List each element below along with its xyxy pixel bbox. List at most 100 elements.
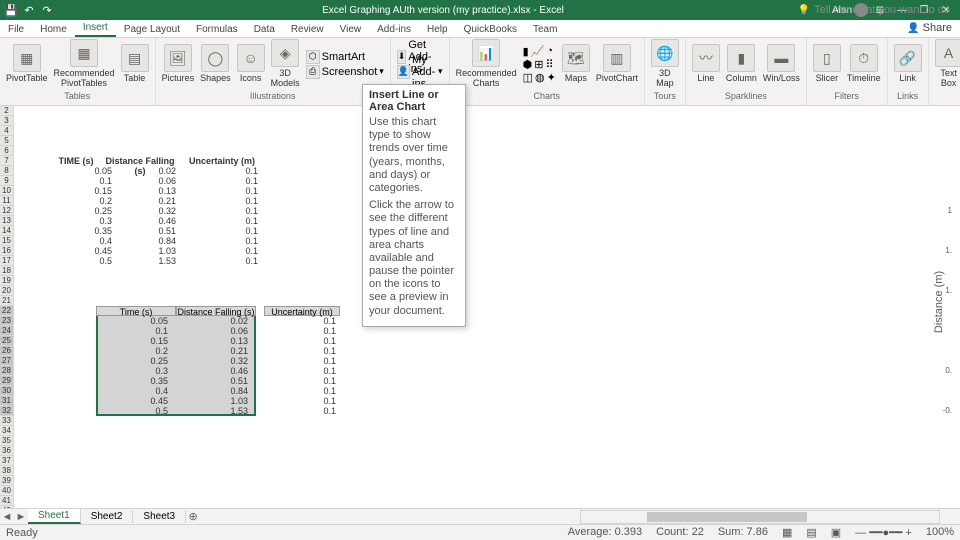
cell[interactable]: 0.1 bbox=[96, 326, 172, 336]
row-header[interactable]: 19 bbox=[0, 276, 13, 286]
cell[interactable]: 0.35 bbox=[96, 376, 172, 386]
cell-grid[interactable]: TIME (s)Distance Falling (s)Uncertainty … bbox=[14, 106, 960, 516]
cell[interactable]: 0.51 bbox=[176, 376, 252, 386]
cell[interactable]: 1.03 bbox=[176, 396, 252, 406]
cell[interactable]: 0.02 bbox=[176, 316, 252, 326]
cell[interactable]: 0.32 bbox=[176, 356, 252, 366]
chart-pie-icon[interactable]: ◔ bbox=[546, 45, 553, 58]
tab-team[interactable]: Team bbox=[525, 22, 565, 37]
table-header[interactable]: Uncertainty (m) bbox=[264, 306, 340, 316]
horizontal-scrollbar[interactable] bbox=[580, 510, 940, 524]
shapes-button[interactable]: ◯Shapes bbox=[200, 44, 231, 84]
row-header[interactable]: 13 bbox=[0, 216, 13, 226]
row-header[interactable]: 39 bbox=[0, 476, 13, 486]
sparkline-col-button[interactable]: ▮Column bbox=[726, 44, 757, 84]
cell[interactable]: 0.1 bbox=[264, 316, 340, 326]
cell[interactable]: 0.46 bbox=[176, 366, 252, 376]
cell[interactable]: 0.21 bbox=[104, 196, 180, 206]
tab-pagelayout[interactable]: Page Layout bbox=[116, 22, 188, 37]
cell[interactable]: 0.1 bbox=[186, 176, 262, 186]
row-header[interactable]: 38 bbox=[0, 466, 13, 476]
sparkline-line-button[interactable]: 〰Line bbox=[692, 44, 720, 84]
cell[interactable]: 1.53 bbox=[176, 406, 252, 416]
row-header[interactable]: 17 bbox=[0, 256, 13, 266]
cell[interactable]: 0.15 bbox=[96, 336, 172, 346]
row-header[interactable]: 18 bbox=[0, 266, 13, 276]
tab-quickbooks[interactable]: QuickBooks bbox=[456, 22, 525, 37]
recommended-pivottables-button[interactable]: ▦Recommended PivotTables bbox=[54, 39, 115, 89]
row-header[interactable]: 9 bbox=[0, 176, 13, 186]
tab-data[interactable]: Data bbox=[246, 22, 283, 37]
row-header[interactable]: 36 bbox=[0, 446, 13, 456]
cell[interactable]: 0.1 bbox=[186, 206, 262, 216]
chart-radar-icon[interactable]: ✦ bbox=[547, 71, 556, 84]
cell[interactable]: 0.25 bbox=[96, 356, 172, 366]
cell[interactable]: 0.3 bbox=[96, 366, 172, 376]
cell[interactable]: 0.1 bbox=[264, 376, 340, 386]
maps-button[interactable]: 🗺Maps bbox=[562, 44, 590, 84]
cell[interactable]: 0.1 bbox=[186, 236, 262, 246]
row-header[interactable]: 29 bbox=[0, 376, 13, 386]
save-icon[interactable]: 💾 bbox=[4, 3, 18, 17]
row-header[interactable]: 6 bbox=[0, 146, 13, 156]
redo-icon[interactable]: ↷ bbox=[40, 3, 54, 17]
cell[interactable]: 0.1 bbox=[264, 346, 340, 356]
cell[interactable]: 0.46 bbox=[104, 216, 180, 226]
row-header[interactable]: 35 bbox=[0, 436, 13, 446]
row-header[interactable]: 20 bbox=[0, 286, 13, 296]
pictures-button[interactable]: 🖼Pictures bbox=[162, 44, 195, 84]
row-header[interactable]: 30 bbox=[0, 386, 13, 396]
row-header[interactable]: 8 bbox=[0, 166, 13, 176]
cell[interactable]: 0.1 bbox=[264, 406, 340, 416]
tab-review[interactable]: Review bbox=[283, 22, 332, 37]
link-button[interactable]: 🔗Link bbox=[894, 44, 922, 84]
cell[interactable]: 0.84 bbox=[176, 386, 252, 396]
row-header[interactable]: 31 bbox=[0, 396, 13, 406]
row-header[interactable]: 40 bbox=[0, 486, 13, 496]
cell[interactable]: 0.1 bbox=[264, 356, 340, 366]
row-header[interactable]: 28 bbox=[0, 366, 13, 376]
cell[interactable]: 0.1 bbox=[186, 256, 262, 266]
sparkline-winloss-button[interactable]: ▬Win/Loss bbox=[763, 44, 800, 84]
cell[interactable]: 0.84 bbox=[104, 236, 180, 246]
row-header[interactable]: 16 bbox=[0, 246, 13, 256]
new-sheet-button[interactable]: ⊕ bbox=[186, 510, 200, 523]
chart-stat-icon[interactable]: ⊞ bbox=[534, 58, 543, 71]
row-header[interactable]: 21 bbox=[0, 296, 13, 306]
row-header[interactable]: 34 bbox=[0, 426, 13, 436]
tab-insert[interactable]: Insert bbox=[75, 20, 116, 37]
table-header[interactable]: Distance Falling (s) bbox=[176, 306, 256, 316]
chart-surface-icon[interactable]: ◍ bbox=[535, 71, 545, 84]
tell-me[interactable]: 💡 Tell me what you want to do bbox=[798, 4, 950, 16]
recommended-charts-button[interactable]: 📊Recommended Charts bbox=[456, 39, 517, 89]
cell[interactable]: Uncertainty (m) bbox=[186, 156, 262, 166]
row-header[interactable]: 11 bbox=[0, 196, 13, 206]
cell[interactable]: 0.1 bbox=[186, 196, 262, 206]
zoom-level[interactable]: 100% bbox=[926, 526, 954, 539]
tab-formulas[interactable]: Formulas bbox=[188, 22, 246, 37]
tab-addins[interactable]: Add-ins bbox=[369, 22, 419, 37]
my-addins-button[interactable]: 👤My Add-ins ▾ bbox=[397, 65, 443, 79]
table-button[interactable]: ▤Table bbox=[121, 44, 149, 84]
cell[interactable]: 0.05 bbox=[96, 316, 172, 326]
undo-icon[interactable]: ↶ bbox=[22, 3, 36, 17]
tab-view[interactable]: View bbox=[332, 22, 370, 37]
row-header[interactable]: 23 bbox=[0, 316, 13, 326]
cell[interactable]: 0.4 bbox=[96, 386, 172, 396]
row-header[interactable]: 15 bbox=[0, 236, 13, 246]
tab-help[interactable]: Help bbox=[419, 22, 456, 37]
row-header[interactable]: 3 bbox=[0, 116, 13, 126]
chart-bar-icon[interactable]: ▮ bbox=[523, 45, 529, 58]
row-header[interactable]: 26 bbox=[0, 346, 13, 356]
cell[interactable]: 0.5 bbox=[96, 406, 172, 416]
cell[interactable]: 0.1 bbox=[186, 226, 262, 236]
share-button[interactable]: 👤 Share bbox=[907, 22, 952, 34]
chart-hier-icon[interactable]: ⬢ bbox=[523, 58, 533, 71]
cell[interactable]: 0.1 bbox=[186, 186, 262, 196]
sheet-nav-next[interactable]: ► bbox=[14, 511, 28, 523]
cell[interactable]: 0.13 bbox=[176, 336, 252, 346]
cell[interactable]: 0.1 bbox=[186, 216, 262, 226]
cell[interactable]: 0.13 bbox=[104, 186, 180, 196]
screenshot-button[interactable]: ⎙Screenshot ▾ bbox=[306, 65, 384, 79]
chart-scatter-icon[interactable]: ⠿ bbox=[545, 58, 553, 71]
